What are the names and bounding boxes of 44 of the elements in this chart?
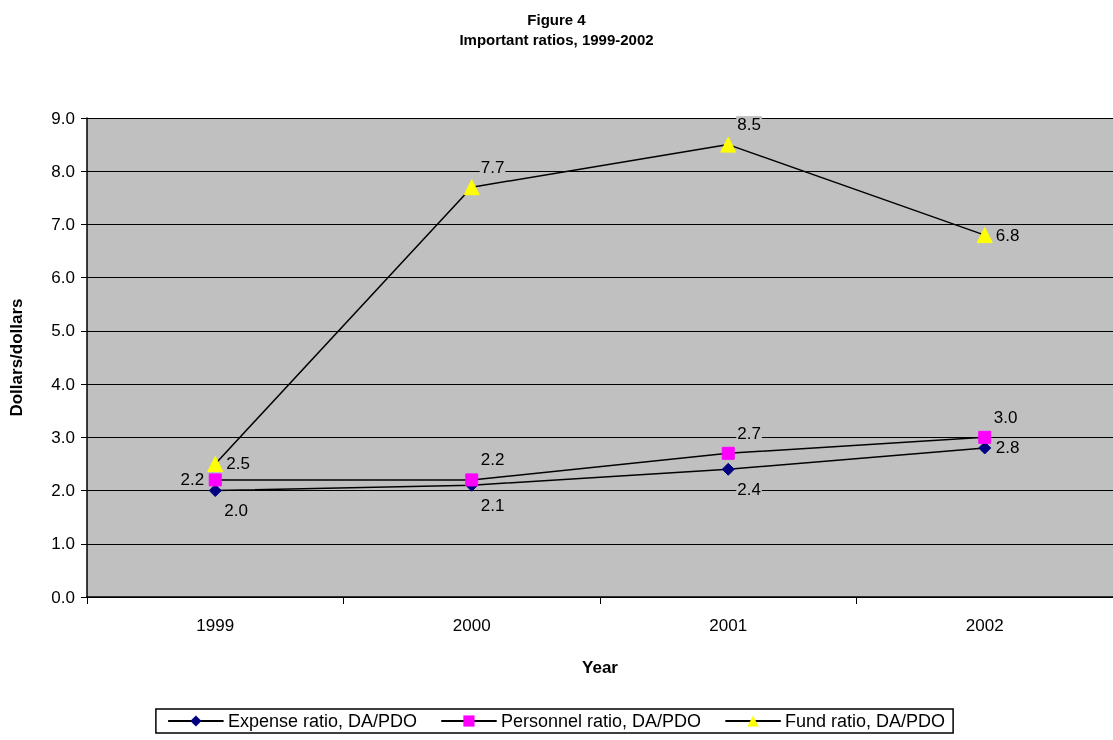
data-label: 7.7 xyxy=(480,157,505,177)
chart-title: Figure 4 xyxy=(527,11,587,28)
point xyxy=(208,484,222,498)
y-tick-label: 0.0 xyxy=(51,587,75,607)
data-label: 2.1 xyxy=(480,495,505,515)
data-label: 2.0 xyxy=(224,501,248,521)
x-tick-label: 2000 xyxy=(452,616,491,635)
point xyxy=(976,227,993,244)
point xyxy=(208,473,222,487)
point xyxy=(721,446,735,460)
point xyxy=(978,441,992,455)
y-tick-label: 5.0 xyxy=(51,321,75,341)
data-label: 3.0 xyxy=(993,407,1018,427)
y-axis-title: Dollars/dollars xyxy=(7,298,26,417)
legend-label: Fund ratio, DA/PDO xyxy=(785,711,946,731)
y-tick-label: 1.0 xyxy=(51,534,75,554)
point xyxy=(207,455,224,472)
x-axis-title: Year xyxy=(582,658,619,677)
point xyxy=(978,430,992,444)
data-label: 2.4 xyxy=(737,479,761,499)
x-tick-label: 1999 xyxy=(196,616,235,635)
data-label: 2.2 xyxy=(480,450,505,470)
y-tick-label: 2.0 xyxy=(51,481,75,501)
x-tick-label: 2002 xyxy=(965,616,1004,635)
data-label: 6.8 xyxy=(995,225,1020,245)
y-tick-label: 4.0 xyxy=(51,374,75,394)
data-label: 2.8 xyxy=(995,438,1020,458)
y-tick-label: 8.0 xyxy=(51,161,75,181)
data-label: 8.5 xyxy=(737,115,761,135)
y-tick-label: 7.0 xyxy=(51,214,75,234)
x-tick-label: 2001 xyxy=(709,616,748,635)
data-label: 2.7 xyxy=(737,423,761,443)
legend-label: Expense ratio, DA/PDO xyxy=(227,711,417,731)
y-tick-label: 3.0 xyxy=(51,427,75,447)
chart-subtitle: Important ratios, 1999-2002 xyxy=(459,31,654,48)
legend-label: Personnel ratio, DA/PDO xyxy=(500,711,702,731)
point xyxy=(721,462,735,476)
data-label: 2.2 xyxy=(180,470,205,490)
point xyxy=(465,473,479,487)
point xyxy=(463,179,480,196)
data-label: 2.5 xyxy=(226,454,250,474)
y-tick-label: 6.0 xyxy=(51,268,75,288)
point xyxy=(720,136,737,153)
y-tick-label: 9.0 xyxy=(51,108,75,128)
